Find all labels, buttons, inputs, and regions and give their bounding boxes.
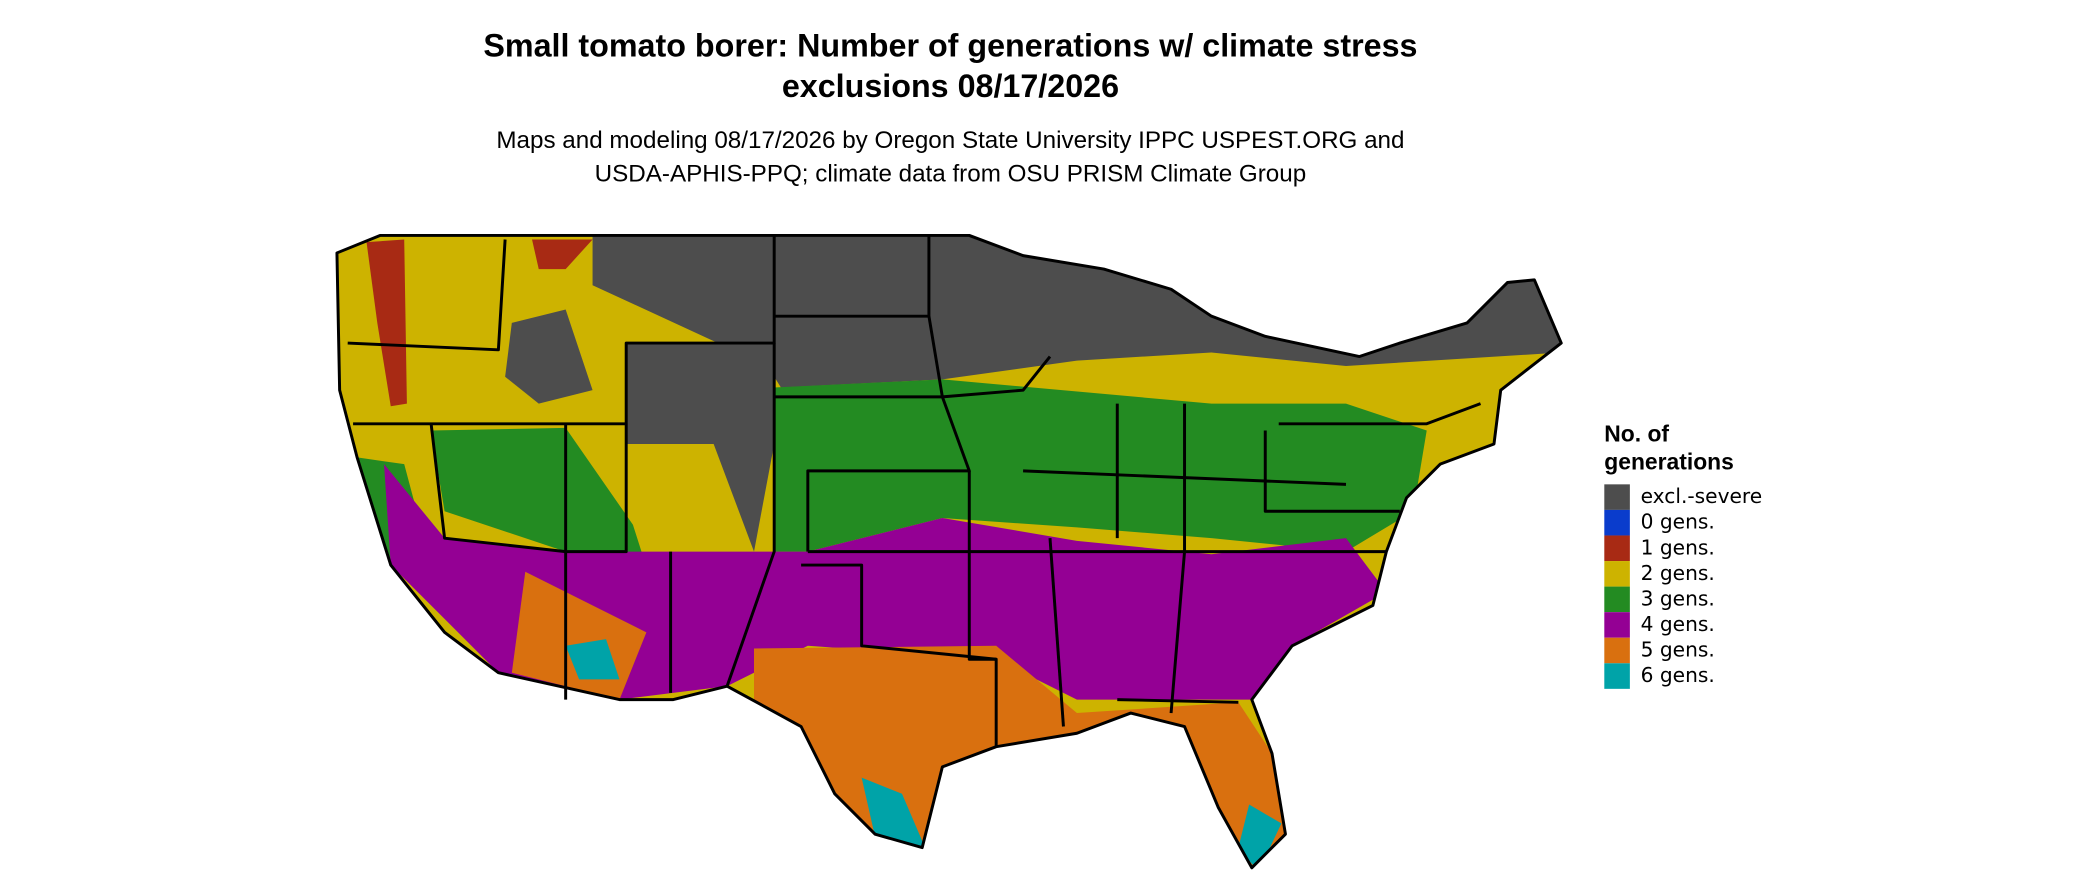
legend-swatch (1604, 637, 1630, 664)
legend-swatch (1604, 586, 1630, 613)
region (626, 343, 775, 552)
subtitle-line: USDA-APHIS-PPQ; climate data from OSU PR… (595, 161, 1307, 188)
region (1238, 804, 1282, 868)
state-borders (335, 233, 1563, 870)
legend-label: excl.-severe (1641, 484, 1763, 508)
region (366, 239, 407, 407)
title-line: exclusions 08/17/2026 (782, 68, 1119, 104)
region (861, 777, 927, 851)
legend-swatch (1604, 663, 1630, 689)
title-line: Small tomato borer: Number of generation… (483, 28, 1417, 64)
legend-label: 6 gens. (1641, 663, 1715, 687)
legend-swatch (1604, 509, 1630, 536)
legend-label: 2 gens. (1641, 561, 1715, 585)
legend-label: 1 gens. (1641, 535, 1715, 559)
legend-label: 5 gens. (1641, 638, 1715, 662)
legend-label: 3 gens. (1641, 586, 1715, 610)
legend-title: generations (1604, 449, 1734, 475)
region (774, 379, 1427, 552)
legend-swatch (1604, 561, 1630, 587)
region (431, 427, 681, 673)
legend-swatch (1604, 535, 1630, 562)
region (565, 639, 620, 680)
region (505, 309, 593, 404)
legend-swatch (1604, 612, 1630, 638)
legend-label: 4 gens. (1641, 612, 1715, 636)
legend-label: 0 gens. (1641, 510, 1715, 534)
legend-title: No. of (1604, 420, 1669, 446)
subtitle-line: Maps and modeling 08/17/2026 by Oregon S… (496, 127, 1404, 154)
legend-swatch (1604, 484, 1630, 510)
region (532, 239, 593, 270)
